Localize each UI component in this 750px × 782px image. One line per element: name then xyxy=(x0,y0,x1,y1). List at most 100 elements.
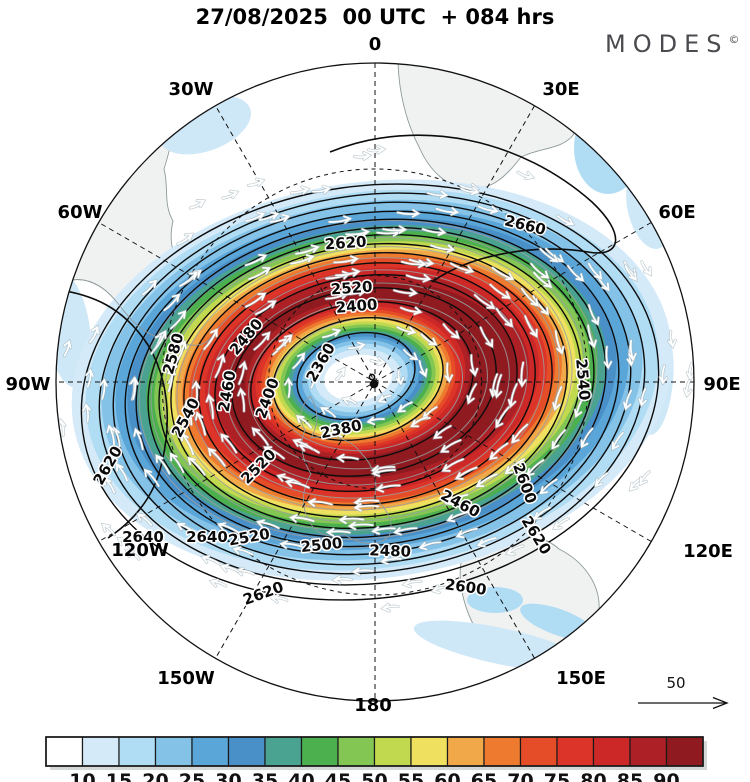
wind-arrow xyxy=(238,361,248,385)
wind-arrow xyxy=(533,271,553,288)
wind-arrow xyxy=(220,433,238,454)
wind-arrow xyxy=(401,259,427,268)
wind-arrow xyxy=(232,546,254,556)
wind-arrow xyxy=(290,254,315,265)
longitude-label-0: 0 xyxy=(369,34,382,55)
wind-arrow xyxy=(338,515,365,524)
wind-arrow xyxy=(574,394,586,418)
latitude-circle xyxy=(161,168,589,596)
wind-arrow xyxy=(530,262,550,279)
modes-logo-mark: © xyxy=(728,33,739,46)
wind-arrow xyxy=(347,521,374,531)
wind-arrow xyxy=(335,268,361,277)
colorbar-cell xyxy=(665,736,704,767)
colorbar-tick-label: 40 xyxy=(288,770,314,782)
wind-arrow xyxy=(442,323,460,339)
longitude-label-30W: 30W xyxy=(169,79,214,100)
latitude-circle xyxy=(268,275,482,489)
wind-arrow xyxy=(639,470,651,486)
colorbar-tick-label: 30 xyxy=(215,770,241,782)
colorbar-tick-label: 45 xyxy=(325,770,351,782)
wind-arrow xyxy=(405,274,432,283)
colorbar-cell xyxy=(227,736,266,767)
wind-arrow xyxy=(353,503,380,512)
wind-speed-colorbar: 10 15 20 25 30 35 40 45 50 55 60 65 70 75 80 85 90 xyxy=(45,736,707,782)
wind-arrow xyxy=(101,523,116,536)
wind-arrow xyxy=(370,357,386,366)
wind-arrow xyxy=(167,366,176,392)
wind-arrow xyxy=(420,333,438,346)
coastline-overlays xyxy=(56,279,392,544)
contour-label: 2540 xyxy=(572,358,594,401)
wind-arrow xyxy=(418,541,442,551)
colorbar-border xyxy=(45,736,704,767)
wind-arrow xyxy=(380,544,404,554)
wind-arrow xyxy=(292,438,314,450)
wind-arrow xyxy=(201,555,220,565)
wind-arrow xyxy=(116,462,128,482)
wind-arrow xyxy=(444,362,453,383)
colorbar-cell xyxy=(483,736,522,767)
wind-arrow xyxy=(371,526,396,535)
wind-arrow xyxy=(382,225,407,234)
wind-arrow xyxy=(435,207,460,216)
wind-arrow xyxy=(539,247,559,263)
colorbar-tick-label: 15 xyxy=(106,770,132,782)
wind-arrow xyxy=(85,368,94,388)
wind-arrow xyxy=(155,454,171,475)
contour-label: 2640 xyxy=(186,528,228,546)
longitude-label-150W: 150W xyxy=(157,668,215,689)
geopotential-contour-2620 xyxy=(98,192,646,586)
geopotential-contour-2540 xyxy=(147,226,595,548)
wind-arrow xyxy=(296,415,312,429)
colorbar-cell xyxy=(373,736,412,767)
wind-arrow xyxy=(248,266,271,280)
wind-arrow xyxy=(263,446,285,460)
wind-arrow xyxy=(217,522,240,534)
wind-arrow xyxy=(466,383,477,405)
wind-arrow xyxy=(258,211,280,221)
wind-arrow xyxy=(371,468,396,477)
contour-label: 2620 xyxy=(324,233,367,254)
wind-arrow xyxy=(292,352,305,369)
wind-arrow xyxy=(209,579,227,588)
wind-arrow xyxy=(311,185,332,194)
wind-arrow xyxy=(588,262,603,280)
wind-arrow xyxy=(580,427,594,449)
wind-arrow xyxy=(506,545,524,555)
wind-arrow xyxy=(328,215,352,224)
wind-arrow xyxy=(444,493,469,506)
wind-arrow xyxy=(507,383,518,408)
wind-arrow xyxy=(63,339,72,357)
wind-arrow xyxy=(320,407,336,418)
wind-arrow xyxy=(307,498,333,507)
wind-arrow xyxy=(276,334,293,351)
wind-arrow xyxy=(58,466,67,483)
colorbar-cell xyxy=(118,736,157,767)
wind-arrow xyxy=(245,211,266,222)
wind-arrow xyxy=(686,362,694,381)
wind-arrow xyxy=(137,513,153,527)
geopotential-contour-2380 xyxy=(272,316,444,442)
wind-arrow xyxy=(353,151,371,161)
wind-arrow xyxy=(256,519,280,529)
longitude-labels: 0 30E 60E 90E 120E 150E 180 150W 120W 90W 60W 30W xyxy=(6,34,741,716)
wind-arrow xyxy=(381,603,399,612)
wind-arrow xyxy=(253,331,271,351)
wind-arrow xyxy=(322,429,343,438)
wind-arrow xyxy=(255,300,277,315)
wind-arrow xyxy=(683,379,692,397)
wind-patch xyxy=(467,587,523,613)
longitude-label-60W: 60W xyxy=(58,202,103,223)
wind-arrow xyxy=(588,304,600,326)
wind-arrow xyxy=(251,427,269,446)
wind-arrow xyxy=(143,468,160,487)
wind-vector-arrows xyxy=(56,144,694,613)
wind-arrow xyxy=(177,233,194,245)
wind-arrow xyxy=(521,287,539,307)
wind-arrow xyxy=(628,339,637,362)
wind-arrow xyxy=(309,370,319,389)
intermediate-contour xyxy=(176,246,560,522)
wind-arrow xyxy=(469,354,479,377)
wind-arrow xyxy=(533,506,551,520)
